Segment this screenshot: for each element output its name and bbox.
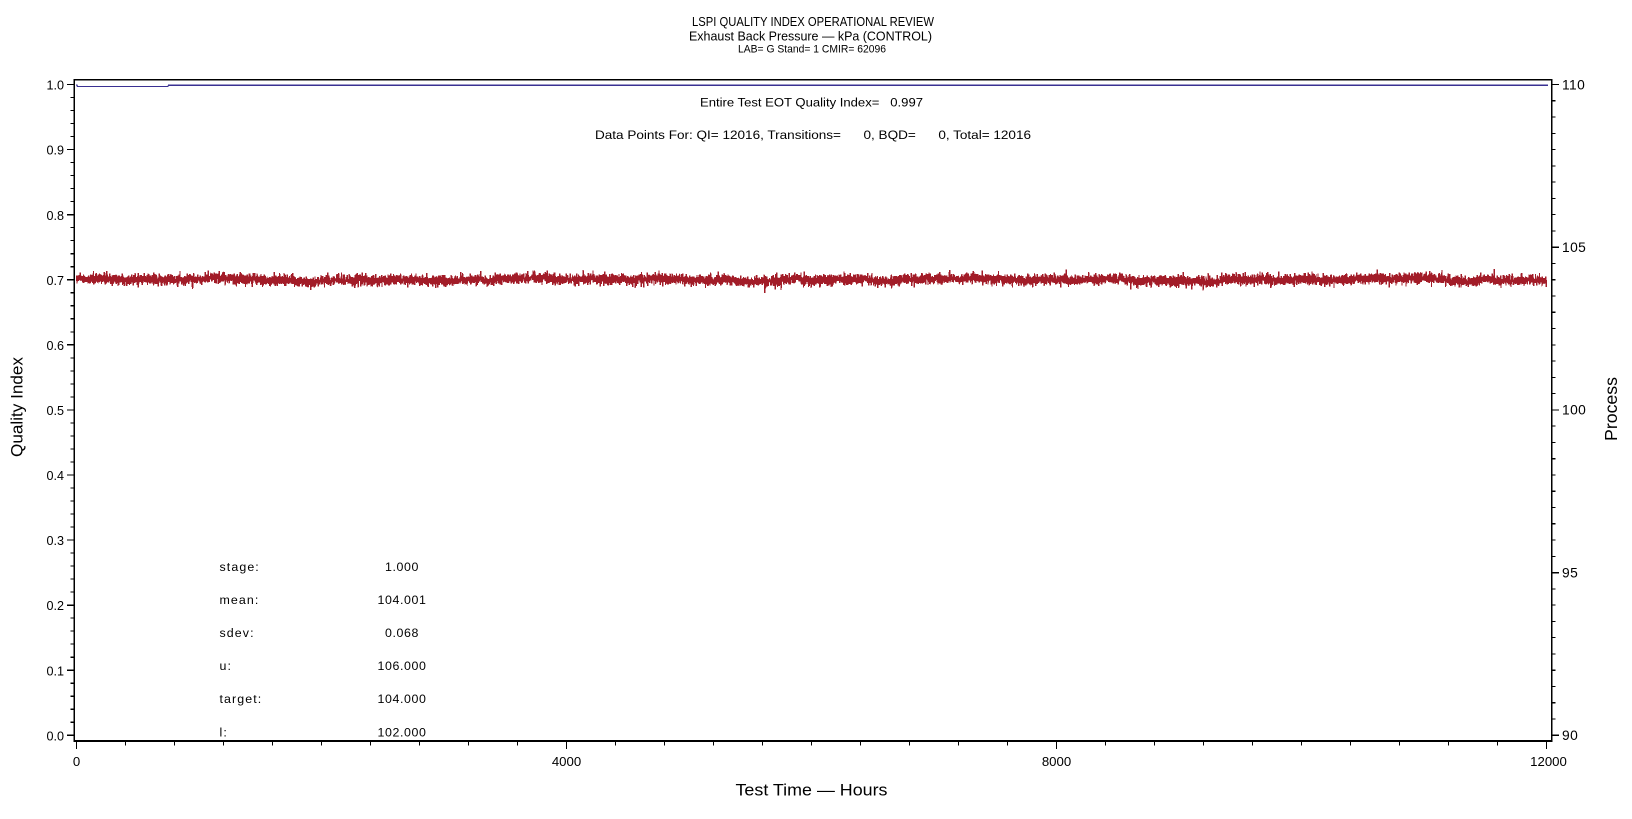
svg-text:106.000: 106.000 (378, 659, 427, 673)
svg-text:1.000: 1.000 (385, 560, 419, 574)
svg-text:100: 100 (1562, 403, 1586, 418)
svg-text:LSPI QUALITY INDEX OPERATIONAL: LSPI QUALITY INDEX OPERATIONAL REVIEW (692, 15, 934, 29)
svg-text:0.8: 0.8 (46, 209, 64, 223)
svg-text:Exhaust Back Pressure — kPa (C: Exhaust Back Pressure — kPa (CONTROL) (689, 29, 932, 43)
svg-text:0.1: 0.1 (46, 664, 64, 678)
svg-text:Entire Test EOT Quality Index=: Entire Test EOT Quality Index= 0.997 (700, 96, 923, 110)
svg-text:0.9: 0.9 (46, 144, 64, 158)
svg-text:LAB= G Stand= 1 CMIR= 62096: LAB= G Stand= 1 CMIR= 62096 (738, 44, 886, 56)
svg-text:l:: l: (220, 725, 228, 739)
svg-text:95: 95 (1562, 565, 1578, 580)
svg-text:u:: u: (220, 659, 233, 673)
svg-text:target:: target: (220, 692, 263, 706)
svg-text:0.3: 0.3 (46, 534, 64, 548)
svg-text:0.068: 0.068 (385, 626, 419, 640)
svg-text:104.000: 104.000 (378, 692, 427, 706)
svg-text:8000: 8000 (1042, 754, 1071, 769)
svg-text:0.6: 0.6 (46, 339, 64, 353)
svg-text:105: 105 (1562, 240, 1586, 255)
svg-text:Process: Process (1601, 377, 1621, 441)
svg-text:1.0: 1.0 (46, 79, 64, 93)
svg-text:Test Time — Hours: Test Time — Hours (736, 780, 888, 799)
svg-text:90: 90 (1562, 728, 1578, 743)
svg-text:0.2: 0.2 (46, 599, 64, 613)
svg-text:12000: 12000 (1530, 754, 1567, 769)
svg-text:102.000: 102.000 (378, 725, 427, 739)
svg-text:0.0: 0.0 (46, 729, 64, 743)
svg-text:4000: 4000 (552, 754, 581, 769)
svg-text:104.001: 104.001 (378, 593, 427, 607)
svg-text:0: 0 (73, 754, 80, 769)
svg-text:0.4: 0.4 (46, 469, 64, 483)
svg-text:Data Points For: QI= 12016, Tr: Data Points For: QI= 12016, Transitions=… (595, 128, 1031, 142)
svg-text:0.7: 0.7 (46, 274, 64, 288)
svg-text:sdev:: sdev: (220, 626, 255, 640)
svg-text:stage:: stage: (220, 560, 260, 574)
svg-text:mean:: mean: (220, 593, 260, 607)
svg-text:0.5: 0.5 (46, 404, 64, 418)
svg-text:110: 110 (1562, 77, 1585, 92)
svg-text:Quality Index: Quality Index (9, 357, 27, 457)
